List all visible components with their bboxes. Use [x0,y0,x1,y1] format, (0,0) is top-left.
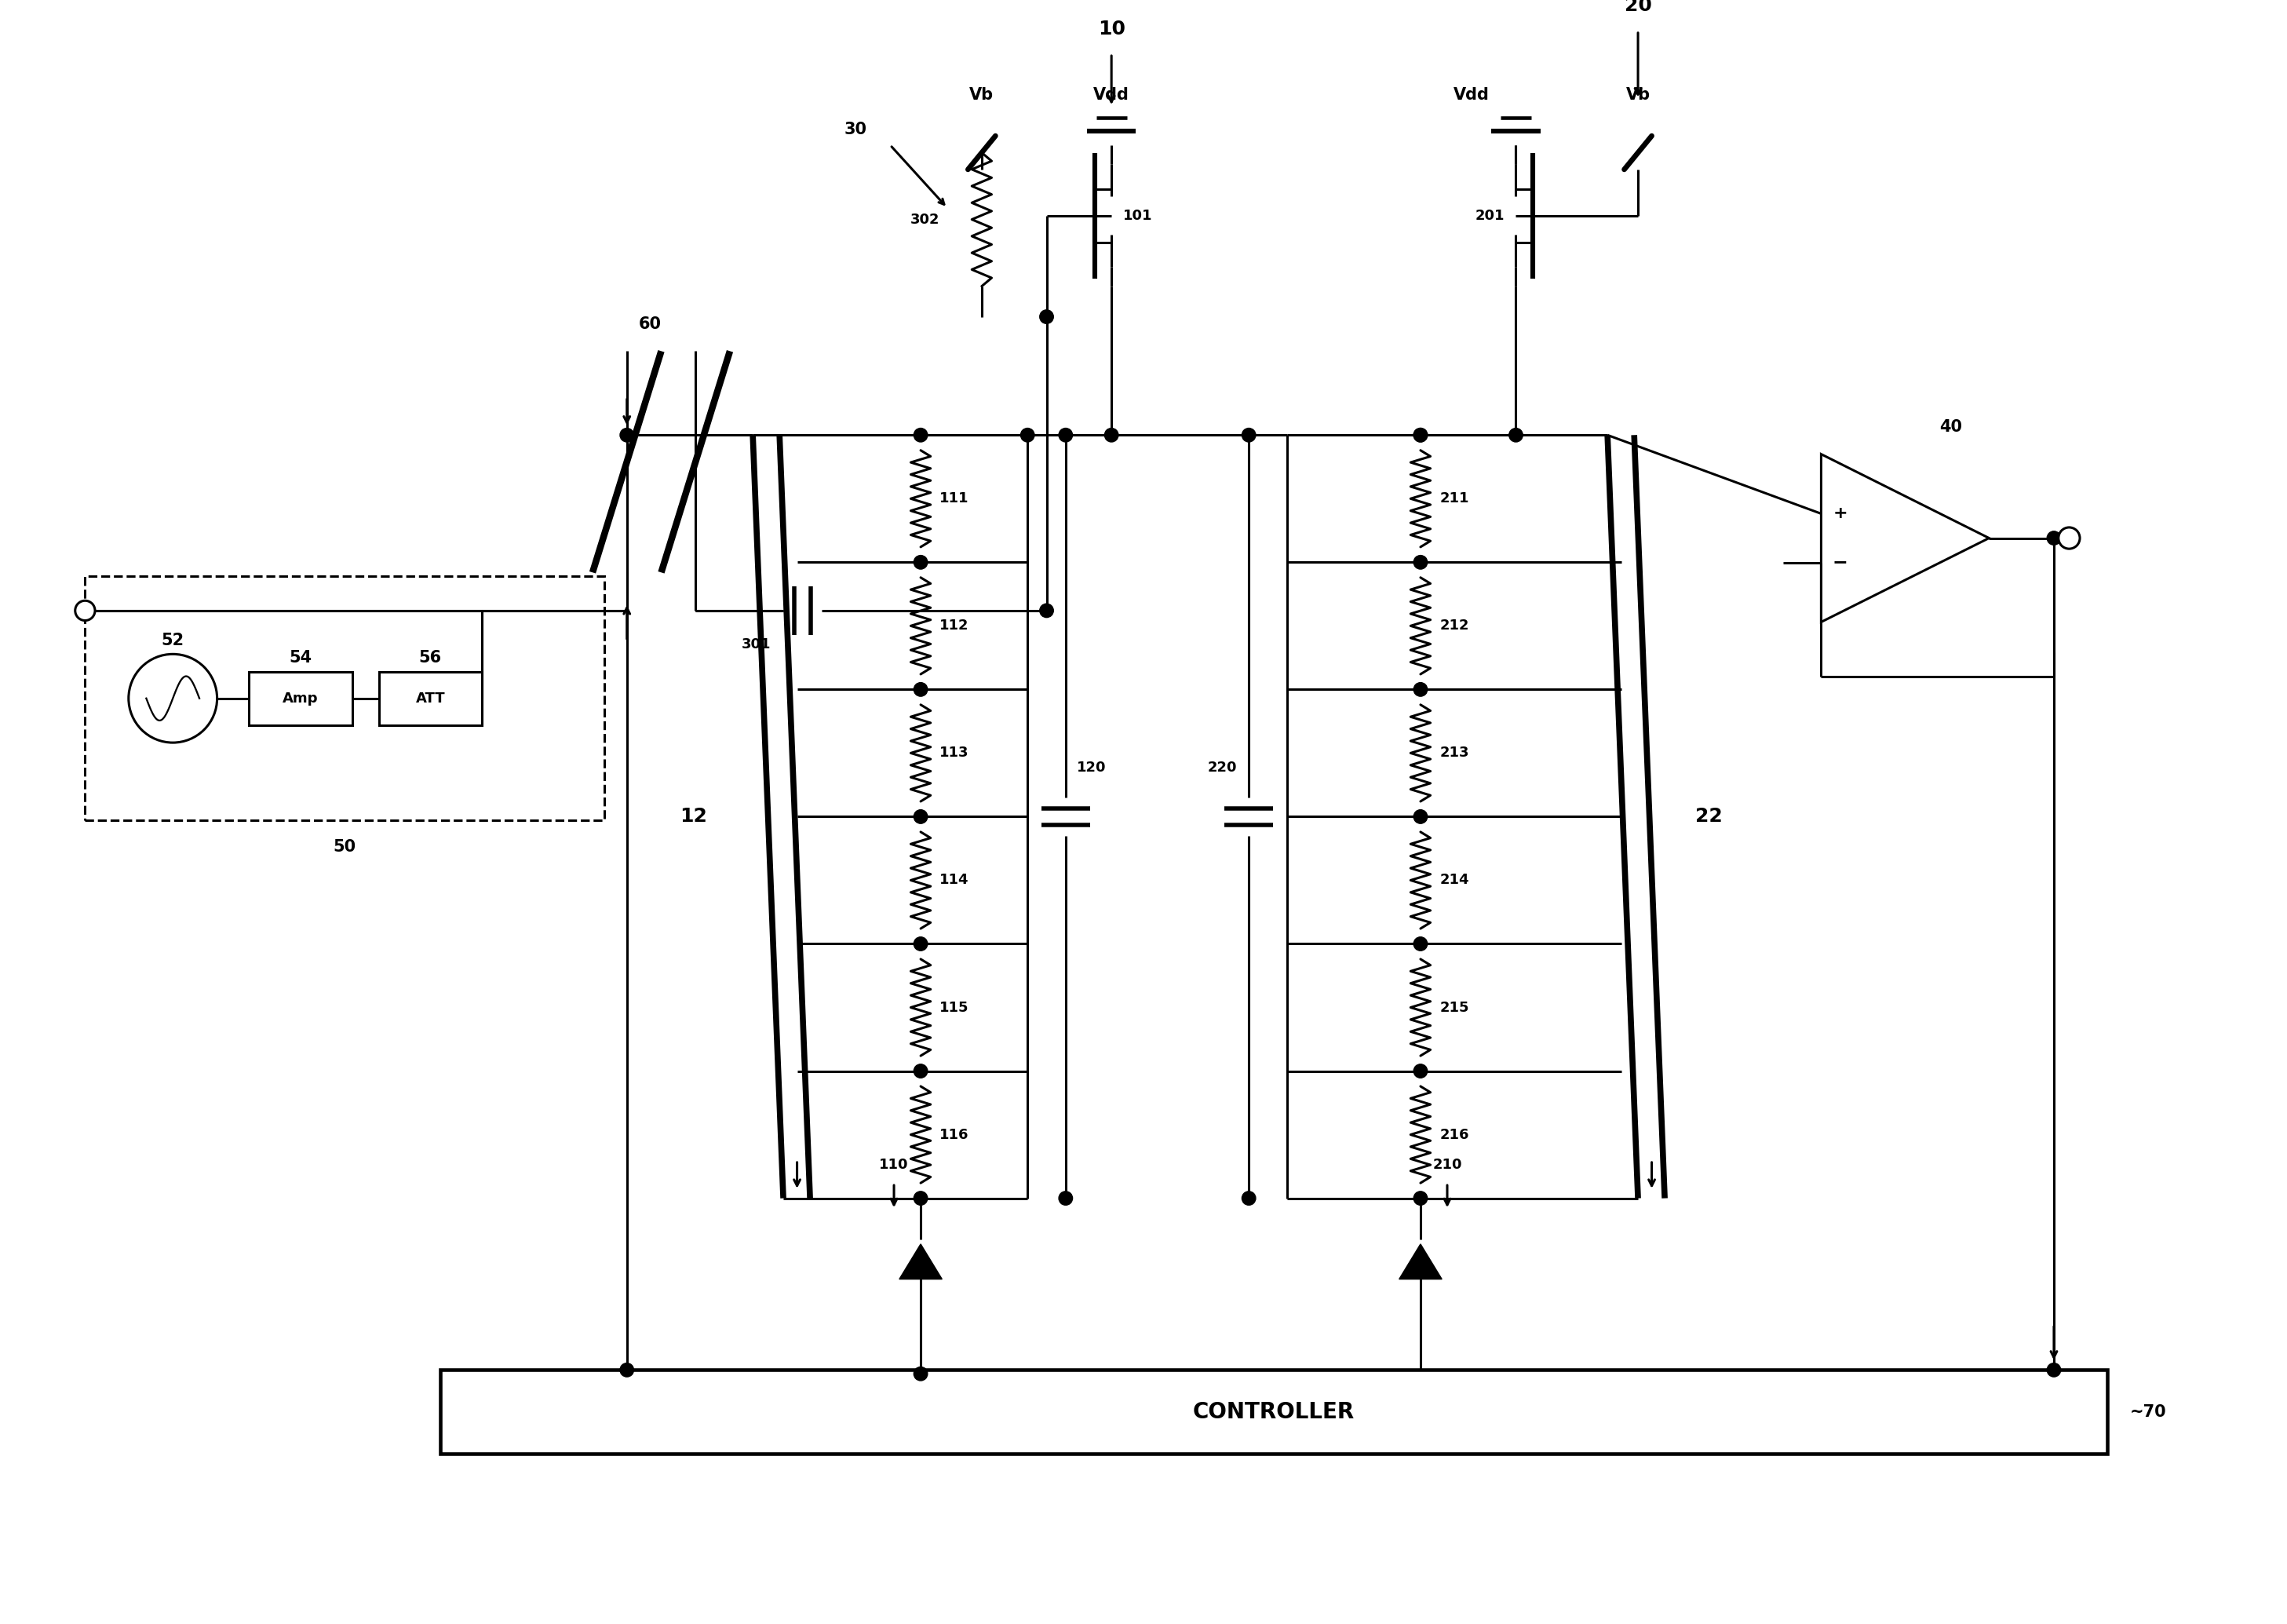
Text: 22: 22 [1695,807,1722,827]
Text: 215: 215 [1439,1000,1468,1015]
Text: 50: 50 [334,840,357,854]
Text: 302: 302 [910,213,940,226]
Circle shape [620,1363,633,1377]
Circle shape [915,555,929,568]
Circle shape [2058,528,2079,549]
Circle shape [1242,1192,1256,1205]
Text: 60: 60 [638,317,661,333]
Circle shape [1059,429,1073,442]
Text: ~70: ~70 [2129,1405,2166,1419]
Text: 120: 120 [1077,760,1107,775]
Circle shape [915,682,929,697]
Circle shape [1413,555,1427,568]
Text: 56: 56 [419,650,441,666]
Text: 40: 40 [1939,419,1962,435]
Text: Vb: Vb [970,88,995,102]
Text: Vdd: Vdd [1452,88,1489,102]
Text: 12: 12 [679,807,707,827]
Circle shape [1509,429,1523,442]
Text: 52: 52 [162,632,185,648]
Text: 214: 214 [1439,874,1468,887]
Text: CONTROLLER: CONTROLLER [1194,1402,1354,1423]
Text: 30: 30 [844,122,867,138]
Text: 216: 216 [1439,1127,1468,1142]
Text: 211: 211 [1439,492,1468,505]
Circle shape [1413,429,1427,442]
Circle shape [1059,1192,1073,1205]
Text: 220: 220 [1208,760,1237,775]
Circle shape [915,429,929,442]
Text: 301: 301 [741,637,771,651]
Text: 212: 212 [1439,619,1468,633]
Polygon shape [1400,1244,1441,1280]
Circle shape [1413,682,1427,697]
Circle shape [915,937,929,950]
Text: Vb: Vb [1626,88,1651,102]
Circle shape [1020,429,1034,442]
Circle shape [1242,429,1256,442]
Circle shape [1413,937,1427,950]
Circle shape [915,1064,929,1078]
Text: 116: 116 [940,1127,970,1142]
Text: 10: 10 [1098,19,1125,39]
Text: 54: 54 [288,650,311,666]
Text: 111: 111 [940,492,970,505]
Circle shape [1041,604,1054,617]
Text: Amp: Amp [284,692,318,705]
Text: Vdd: Vdd [1093,88,1130,102]
Text: 201: 201 [1475,208,1505,222]
Bar [439,1371,2106,1453]
Circle shape [2047,1363,2061,1377]
Text: 110: 110 [878,1158,908,1171]
Circle shape [1041,310,1054,323]
Text: 213: 213 [1439,745,1468,760]
Circle shape [1413,1064,1427,1078]
Circle shape [915,1367,929,1380]
Circle shape [915,1192,929,1205]
Text: +: + [1832,505,1848,521]
Circle shape [1413,810,1427,823]
Circle shape [2047,531,2061,546]
Text: ATT: ATT [416,692,446,705]
Circle shape [620,429,633,442]
Text: 113: 113 [940,745,970,760]
Text: 112: 112 [940,619,970,633]
Text: 210: 210 [1432,1158,1461,1171]
Circle shape [75,601,96,620]
Bar [249,672,352,724]
Text: 101: 101 [1123,208,1153,222]
Text: −: − [1832,554,1848,572]
Polygon shape [899,1244,942,1280]
Text: 115: 115 [940,1000,970,1015]
Bar [380,672,483,724]
Circle shape [1413,1192,1427,1205]
Text: 114: 114 [940,874,970,887]
Text: 20: 20 [1624,0,1651,15]
Circle shape [1105,429,1118,442]
Circle shape [915,810,929,823]
Circle shape [1413,429,1427,442]
